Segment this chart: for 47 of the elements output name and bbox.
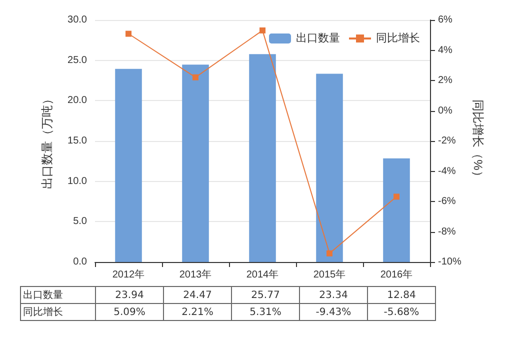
x-tick-label: 2014年 [246,268,279,280]
point [126,30,132,37]
bar [182,64,209,262]
y2-tick-label: -4% [438,166,456,177]
y-tick-label: 0.0 [73,256,88,268]
y2-tick-label: 4% [438,44,453,56]
y-tick-label: 5.0 [73,216,88,228]
y2-tick-label: 0% [438,105,453,116]
bar [383,158,410,262]
x-tick-label: 2015年 [313,268,346,280]
y2-axis-title: 同比增长（%） [471,100,486,182]
point [394,194,400,200]
y2-tick-label: 6% [438,14,453,26]
data-label: 5.31% [232,304,300,320]
y-tick-label: 15.0 [68,136,88,146]
y2-tick-label: -2% [438,136,456,146]
y-axis-title: 出口数量（万吨） [40,93,54,189]
data-label: 2.21% [164,304,232,320]
data-label: -9.43% [300,304,368,320]
y-tick-label: 25.0 [68,54,88,66]
legend-label: 出口数量 [296,32,340,44]
x-tick-label: 2016年 [380,268,413,280]
y-tick-label: 30.0 [68,14,88,26]
data-label: 12.84 [368,286,436,304]
bar [115,68,142,262]
x-tick-label: 2012年 [112,268,145,280]
data-label: 23.94 [96,286,164,304]
y2-tick-label: -8% [438,226,456,238]
data-label: 5.09% [96,304,164,320]
data-label: 25.77 [232,286,300,304]
y2-tick-label: 2% [438,75,453,86]
data-label: -5.68% [368,304,436,320]
data-label: 24.47 [164,286,232,304]
y2-tick-label: -10% [438,256,462,268]
data-label: 23.34 [300,286,368,304]
bar [316,74,343,262]
legend-label: 同比增长 [376,32,420,44]
point [326,250,332,256]
x-tick-label: 2013年 [179,268,212,280]
y-tick-label: 20.0 [68,95,88,106]
text: 同比增长 [23,307,63,318]
text: 出口数量 [23,290,63,301]
point [260,27,266,34]
point [192,74,198,80]
y-tick-label: 10.0 [68,176,88,187]
bar [249,54,276,262]
y2-tick-label: -6% [438,196,456,207]
